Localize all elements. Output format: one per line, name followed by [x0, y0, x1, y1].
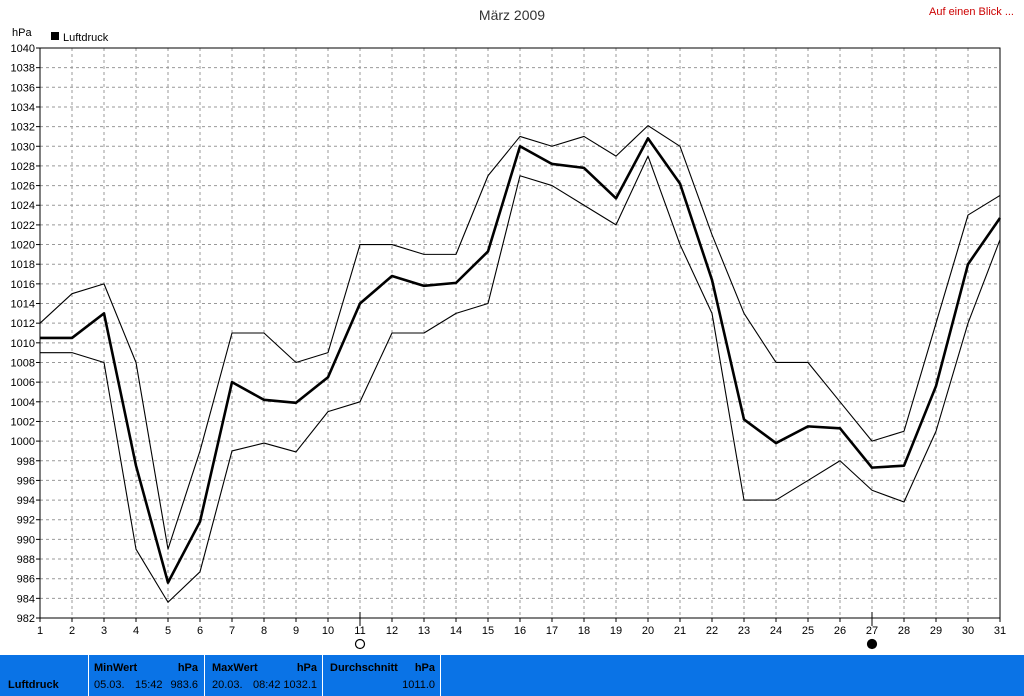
y-tick-label: 994: [17, 495, 35, 507]
y-tick-label: 988: [17, 554, 35, 566]
x-tick-label: 1: [37, 625, 43, 637]
data-lines: [39, 125, 1002, 603]
x-axis-ticks: 1 2 3 4 5 6 7 8 9 10 11 12 13 14 15 16 17 18 19 20 21 22 23 24 2…: [37, 618, 1006, 637]
y-tick-label: 1030: [11, 141, 35, 153]
x-tick-label: 12: [386, 625, 398, 637]
max-time: 08:42: [253, 679, 281, 691]
y-tick-label: 1006: [11, 377, 35, 389]
x-tick-label: 13: [418, 625, 430, 637]
min-box: MinWert hPa 05.03. 15:42 983.6: [89, 655, 205, 696]
max-unit: hPa: [296, 662, 317, 674]
max-date: 20.03.: [212, 679, 243, 691]
min-date: 05.03.: [94, 679, 125, 691]
y-tick-label: 1010: [11, 338, 35, 350]
x-tick-label: 27: [866, 625, 878, 637]
x-tick-label: 26: [834, 625, 846, 637]
y-tick-label: 982: [17, 613, 35, 625]
y-tick-label: 1008: [11, 357, 35, 369]
full-moon-icon: [354, 638, 366, 650]
x-tick-label: 23: [738, 625, 750, 637]
x-tick-label: 31: [994, 625, 1006, 637]
x-tick-label: 15: [482, 625, 494, 637]
y-tick-label: 1024: [11, 200, 35, 212]
min-unit: hPa: [177, 662, 198, 674]
x-tick-label: 28: [898, 625, 910, 637]
max-title: MaxWert: [212, 662, 258, 674]
chart-title: März 2009: [479, 7, 545, 23]
min-title: MinWert: [94, 662, 138, 674]
series-line-min: [40, 155, 1001, 603]
x-tick-label: 22: [706, 625, 718, 637]
x-tick-label: 7: [229, 625, 235, 637]
x-tick-label: 19: [610, 625, 622, 637]
y-tick-label: 1004: [11, 397, 35, 409]
grid: [40, 48, 1000, 618]
x-tick-label: 3: [101, 625, 107, 637]
moon-markers: [354, 612, 878, 650]
series-line-mean: [40, 137, 1002, 584]
y-tick-label: 990: [17, 534, 35, 546]
x-tick-label: 20: [642, 625, 654, 637]
y-tick-label: 1002: [11, 416, 35, 428]
x-tick-label: 21: [674, 625, 686, 637]
summary-bar: Luftdruck MinWert hPa 05.03. 15:42 983.6…: [0, 655, 1024, 696]
x-tick-label: 25: [802, 625, 814, 637]
y-tick-label: 1038: [11, 63, 35, 75]
x-tick-label: 6: [197, 625, 203, 637]
y-tick-label: 1000: [11, 436, 35, 448]
x-tick-label: 18: [578, 625, 590, 637]
y-tick-label: 1016: [11, 279, 35, 291]
max-value: 1032.1: [283, 679, 317, 691]
avg-value: 1011.0: [402, 679, 435, 691]
x-tick-label: 24: [770, 625, 782, 637]
y-tick-label: 1018: [11, 259, 35, 271]
y-tick-label: 1040: [11, 43, 35, 55]
summary-label-box: Luftdruck: [0, 655, 89, 696]
x-tick-label: 29: [930, 625, 942, 637]
overview-link[interactable]: Auf einen Blick ...: [929, 6, 1014, 18]
x-tick-label: 8: [261, 625, 267, 637]
y-tick-label: 984: [17, 593, 35, 605]
y-tick-label: 1032: [11, 122, 35, 134]
x-tick-label: 2: [69, 625, 75, 637]
x-tick-label: 10: [322, 625, 334, 637]
x-tick-label: 9: [293, 625, 299, 637]
x-tick-label: 17: [546, 625, 558, 637]
x-tick-label: 11: [354, 625, 365, 637]
x-tick-label: 30: [962, 625, 974, 637]
summary-label: Luftdruck: [8, 679, 59, 691]
avg-unit: hPa: [414, 662, 435, 674]
legend-swatch: [51, 32, 59, 40]
x-tick-label: 14: [450, 625, 462, 637]
y-tick-label: 1020: [11, 240, 35, 252]
x-tick-label: 5: [165, 625, 171, 637]
min-value: 983.6: [170, 679, 198, 691]
x-tick-label: 16: [514, 625, 526, 637]
y-tick-label: 986: [17, 574, 35, 586]
y-axis-ticks: 982 984 986 988 990 992 994 996 998 1000 1002 1004 1…: [11, 43, 40, 625]
legend-label: Luftdruck: [63, 32, 109, 44]
y-tick-label: 1034: [11, 102, 35, 114]
max-box: MaxWert hPa 20.03. 08:42 1032.1: [205, 655, 323, 696]
y-tick-label: 1014: [11, 299, 35, 311]
avg-box: Durchschnitt hPa 1011.0: [323, 655, 441, 696]
min-time: 15:42: [135, 679, 163, 691]
y-tick-label: 1026: [11, 181, 35, 193]
y-axis-unit: hPa: [12, 27, 32, 39]
y-tick-label: 998: [17, 456, 35, 468]
y-tick-label: 1022: [11, 220, 35, 232]
y-tick-label: 996: [17, 475, 35, 487]
avg-title: Durchschnitt: [330, 662, 398, 674]
new-moon-icon: [866, 638, 878, 650]
series-line-max: [39, 125, 1001, 550]
y-tick-label: 992: [17, 515, 35, 527]
y-tick-label: 1012: [11, 318, 35, 330]
pressure-chart: März 2009 hPa Luftdruck 9829849869889909…: [11, 7, 1006, 650]
y-tick-label: 1036: [11, 82, 35, 94]
y-tick-label: 1028: [11, 161, 35, 173]
x-tick-label: 4: [133, 625, 139, 637]
